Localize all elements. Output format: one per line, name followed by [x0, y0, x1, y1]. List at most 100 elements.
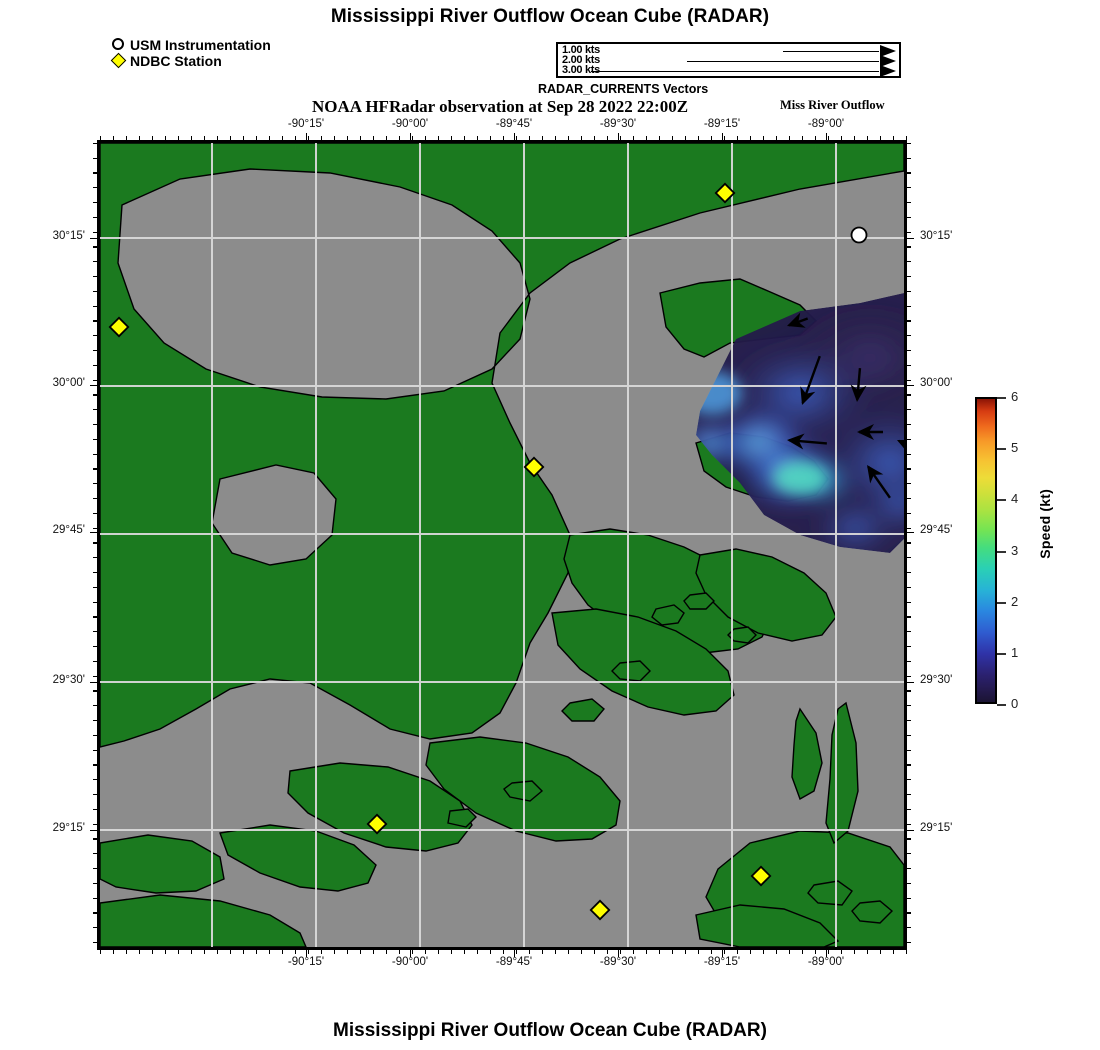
- axis-tick: [93, 276, 97, 278]
- axis-tick: [178, 950, 180, 954]
- axis-tick: [93, 157, 97, 159]
- axis-tick: [907, 829, 914, 831]
- axis-tick: [907, 734, 911, 736]
- axis-tick: [269, 136, 271, 140]
- axis-tick: [841, 136, 843, 140]
- axis-tick: [93, 823, 97, 825]
- axis-tick: [93, 868, 97, 870]
- axis-tick: [516, 136, 518, 140]
- ndbc-station-marker[interactable]: [714, 182, 736, 204]
- axis-tick: [659, 950, 661, 954]
- axis-tick: [93, 808, 97, 810]
- y-axis-label-left: 29°45': [52, 524, 85, 536]
- axis-tick: [907, 237, 914, 239]
- axis-tick: [815, 950, 817, 954]
- colorbar-tick: [997, 499, 1006, 502]
- station-marker-layer: [108, 182, 868, 921]
- axis-tick: [191, 136, 193, 140]
- y-axis-label-right: 29°45': [920, 524, 953, 536]
- legend-item-usm: USM Instrumentation: [110, 37, 271, 53]
- axis-tick: [659, 136, 661, 140]
- axis-tick: [321, 136, 323, 140]
- ndbc-station-marker[interactable]: [523, 456, 545, 478]
- axis-tick: [907, 424, 911, 426]
- axis-tick: [93, 542, 97, 544]
- axis-tick: [93, 557, 97, 559]
- axis-tick: [100, 950, 102, 954]
- axis-tick: [907, 823, 911, 825]
- axis-tick: [907, 675, 911, 677]
- colorbar-tick-label: 0: [1011, 696, 1019, 711]
- axis-tick: [907, 394, 911, 396]
- axis-tick: [93, 364, 97, 366]
- axis-tick: [907, 216, 911, 218]
- colorbar-tick-label: 3: [1011, 542, 1019, 558]
- axis-tick: [93, 468, 97, 470]
- axis-tick: [828, 950, 830, 954]
- vector-scale-label: 3.00 kts: [562, 64, 600, 76]
- axis-tick: [907, 586, 911, 588]
- axis-tick: [907, 681, 914, 683]
- page-title: Mississippi River Outflow Ocean Cube (RA…: [330, 6, 770, 27]
- axis-tick: [93, 734, 97, 736]
- y-axis-label-left: 29°15': [52, 822, 85, 834]
- axis-tick: [907, 897, 911, 899]
- axis-tick: [93, 853, 97, 855]
- axis-tick: [907, 172, 911, 174]
- vector-head-icon: [880, 45, 896, 57]
- ndbc-station-marker[interactable]: [589, 899, 611, 921]
- axis-tick: [93, 261, 97, 263]
- axis-tick: [451, 136, 453, 140]
- usm-instrumentation-marker[interactable]: [850, 226, 868, 244]
- axis-tick: [880, 950, 882, 954]
- axis-tick: [399, 136, 401, 140]
- axis-tick: [93, 690, 97, 692]
- axis-tick: [907, 912, 911, 914]
- axis-tick: [373, 950, 375, 954]
- axis-tick: [907, 531, 914, 533]
- current-vector: [800, 355, 821, 405]
- axis-tick: [907, 187, 911, 189]
- ndbc-station-marker[interactable]: [366, 813, 388, 835]
- axis-tick: [438, 136, 440, 140]
- y-axis-label-right: 29°30': [920, 674, 953, 686]
- axis-tick: [425, 136, 427, 140]
- axis-tick: [93, 838, 97, 840]
- map-graphic: [100, 143, 904, 947]
- axis-tick: [907, 142, 911, 144]
- axis-tick: [93, 350, 97, 352]
- axis-tick: [907, 527, 911, 529]
- ndbc-station-marker[interactable]: [108, 316, 130, 338]
- axis-tick: [568, 950, 570, 954]
- axis-tick: [477, 136, 479, 140]
- axis-tick: [907, 290, 911, 292]
- axis-tick: [321, 950, 323, 954]
- axis-tick: [789, 136, 791, 140]
- axis-tick: [907, 705, 911, 707]
- axis-tick: [529, 950, 531, 954]
- map-gridlines: [100, 143, 904, 947]
- axis-tick: [90, 531, 97, 533]
- footer-title: Mississippi River Outflow Ocean Cube (RA…: [333, 1020, 767, 1041]
- map-canvas[interactable]: [97, 140, 907, 950]
- axis-tick: [907, 320, 911, 322]
- axis-tick: [907, 557, 911, 559]
- axis-tick: [230, 950, 232, 954]
- axis-tick: [93, 912, 97, 914]
- axis-tick: [568, 136, 570, 140]
- axis-tick: [100, 136, 102, 140]
- axis-tick: [907, 690, 911, 692]
- axis-tick: [789, 950, 791, 954]
- axis-tick: [825, 950, 827, 957]
- axis-tick: [721, 133, 723, 140]
- axis-tick: [334, 950, 336, 954]
- axis-tick: [93, 720, 97, 722]
- axis-tick: [594, 136, 596, 140]
- axis-tick: [282, 950, 284, 954]
- y-axis-label-left: 30°15': [52, 230, 85, 242]
- ndbc-station-marker[interactable]: [750, 865, 772, 887]
- axis-tick: [113, 136, 115, 140]
- current-vector: [897, 439, 904, 465]
- axis-tick: [93, 142, 97, 144]
- axis-tick: [93, 527, 97, 529]
